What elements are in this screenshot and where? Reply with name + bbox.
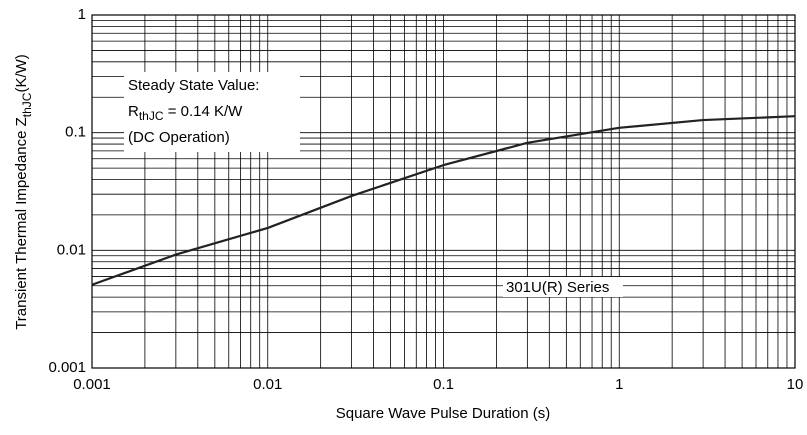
x-tick-label: 10 [787, 376, 804, 393]
x-tick-label: 1 [615, 376, 623, 393]
x-tick-label: 0.01 [253, 376, 282, 393]
annotation-sub: thJC [139, 109, 164, 123]
x-tick-label: 0.001 [73, 376, 111, 393]
y-tick-label: 1 [78, 6, 86, 23]
annotation-part: = 0.14 K/W [164, 103, 244, 120]
annotation: RthJC = 0.14 K/W [128, 103, 243, 123]
y-label-unit: (K/W) [13, 54, 30, 92]
series-label-box [503, 277, 623, 297]
x-axis-label: Square Wave Pulse Duration (s) [336, 405, 551, 422]
annotation-part: R [128, 103, 139, 120]
y-tick-label: 0.01 [57, 241, 86, 258]
annotation: Steady State Value: [128, 77, 259, 94]
x-tick-label: 0.1 [433, 376, 454, 393]
data-line [91, 115, 796, 286]
y-axis-label: Transient Thermal Impedance ZthJC(K/W) [13, 54, 34, 330]
y-tick-label: 0.1 [65, 124, 86, 141]
annotation: (DC Operation) [128, 129, 230, 146]
y-tick-label: 0.001 [48, 359, 86, 376]
y-label-sub: thJC [20, 92, 34, 117]
annotation-box [124, 72, 300, 152]
series-label: 301U(R) Series [506, 279, 609, 296]
y-label-main: Transient Thermal Impedance Z [13, 117, 30, 330]
marks [91, 115, 796, 286]
